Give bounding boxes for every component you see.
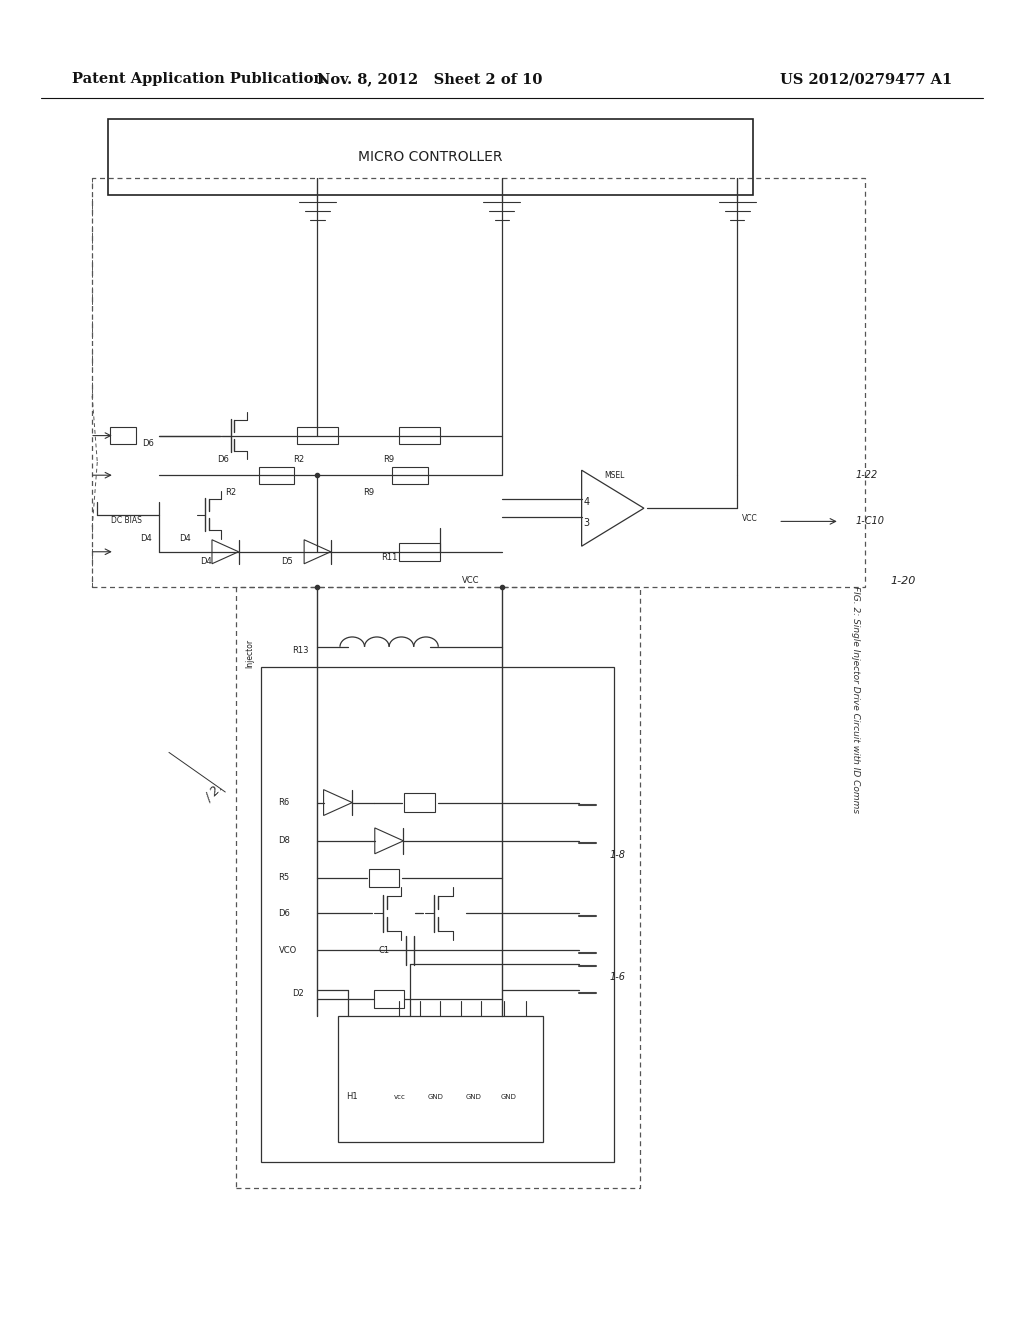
Bar (111, 428, 135, 444)
Text: R2: R2 (225, 488, 236, 496)
Text: R9: R9 (384, 455, 394, 463)
Text: Injector: Injector (245, 639, 254, 668)
Bar (297, 428, 338, 444)
Text: 4: 4 (584, 496, 590, 507)
Text: D4: D4 (179, 535, 190, 543)
Text: R5: R5 (279, 874, 290, 882)
Bar (399, 543, 440, 561)
Text: / 2.: / 2. (204, 780, 226, 804)
Text: US 2012/0279477 A1: US 2012/0279477 A1 (780, 73, 952, 86)
Bar (92, 178, 865, 587)
Text: 1-8: 1-8 (609, 850, 626, 861)
Bar (258, 467, 295, 484)
Text: Patent Application Publication: Patent Application Publication (72, 73, 324, 86)
Text: 1-6: 1-6 (609, 972, 626, 982)
Text: R13: R13 (292, 647, 308, 655)
Text: D6: D6 (142, 440, 155, 447)
Text: D5: D5 (282, 557, 293, 565)
Text: R2: R2 (294, 455, 304, 463)
Text: D6: D6 (217, 455, 229, 463)
Text: D4: D4 (140, 535, 152, 543)
Text: 1-20: 1-20 (891, 576, 916, 586)
Bar (404, 793, 435, 812)
Text: vcc: vcc (393, 1094, 406, 1100)
Text: R11: R11 (381, 553, 397, 561)
Text: VCO: VCO (279, 946, 297, 954)
Text: D6: D6 (279, 909, 291, 917)
Text: R9: R9 (364, 488, 374, 496)
Text: D4: D4 (200, 557, 211, 565)
Bar (391, 467, 428, 484)
Text: GND: GND (501, 1094, 517, 1100)
Text: C1: C1 (379, 946, 389, 954)
Text: D8: D8 (279, 837, 291, 845)
Bar (338, 1016, 543, 1142)
Bar (261, 667, 614, 1162)
Bar (236, 587, 640, 1188)
Text: R6: R6 (279, 799, 290, 807)
Bar (374, 990, 404, 1008)
Text: GND: GND (427, 1094, 443, 1100)
Text: 1-C10: 1-C10 (855, 516, 884, 527)
Bar (369, 869, 399, 887)
Text: 1-22: 1-22 (855, 470, 878, 480)
Text: VCC: VCC (742, 515, 758, 523)
Text: D2: D2 (292, 990, 303, 998)
Text: MSEL: MSEL (604, 471, 625, 479)
Text: H1: H1 (346, 1093, 357, 1101)
Text: Nov. 8, 2012   Sheet 2 of 10: Nov. 8, 2012 Sheet 2 of 10 (317, 73, 543, 86)
Text: VCC: VCC (462, 577, 480, 585)
Text: GND: GND (465, 1094, 481, 1100)
Bar (399, 428, 440, 444)
Bar (108, 119, 753, 195)
Text: MICRO CONTROLLER: MICRO CONTROLLER (357, 150, 503, 164)
Text: DC BIAS: DC BIAS (111, 516, 141, 524)
Text: 3: 3 (584, 517, 590, 528)
Text: FIG. 2: Single Injector Drive Circuit with ID Comms: FIG. 2: Single Injector Drive Circuit wi… (851, 586, 859, 813)
